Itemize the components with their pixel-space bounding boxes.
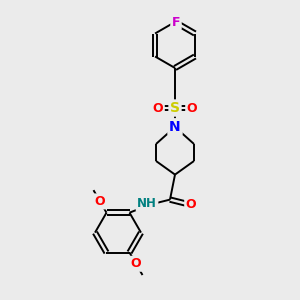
Text: N: N [169,120,181,134]
Text: O: O [186,198,196,211]
Text: O: O [187,101,197,115]
Text: F: F [172,16,180,28]
Text: O: O [131,257,141,270]
Text: S: S [170,101,180,115]
Text: O: O [153,101,163,115]
Text: NH: NH [137,197,157,210]
Text: N: N [169,120,181,134]
Text: O: O [95,195,105,208]
